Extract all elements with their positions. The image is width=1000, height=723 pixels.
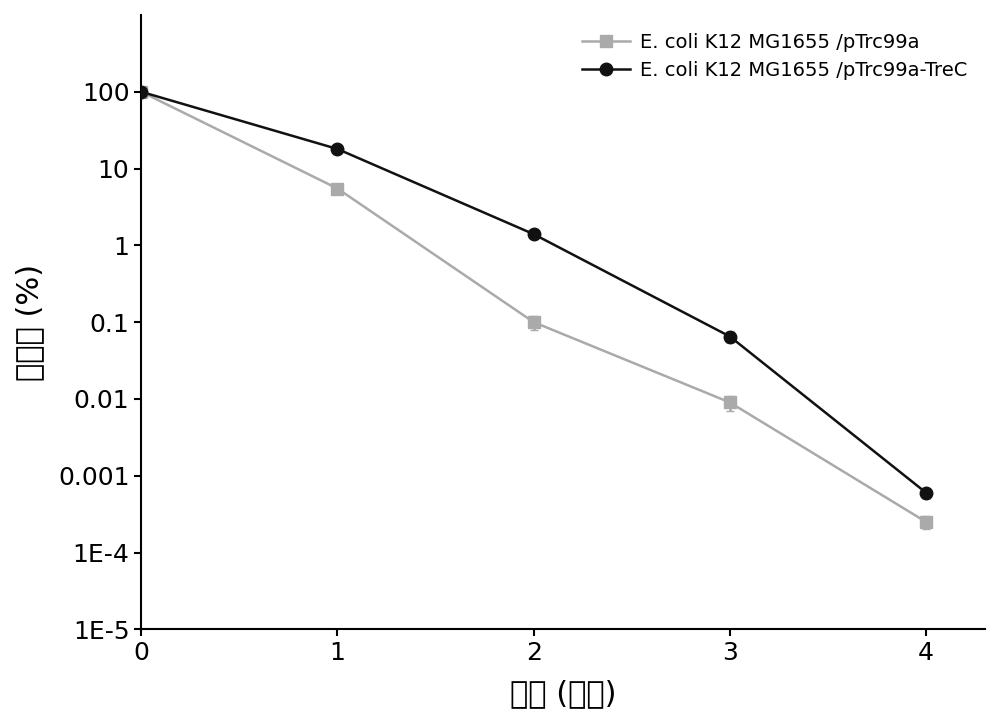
X-axis label: 时间 (小时): 时间 (小时) xyxy=(510,679,616,708)
Legend: E. coli K12 MG1655 /pTrc99a, E. coli K12 MG1655 /pTrc99a-TreC: E. coli K12 MG1655 /pTrc99a, E. coli K12… xyxy=(574,25,975,88)
Y-axis label: 存活率 (%): 存活率 (%) xyxy=(15,264,44,381)
